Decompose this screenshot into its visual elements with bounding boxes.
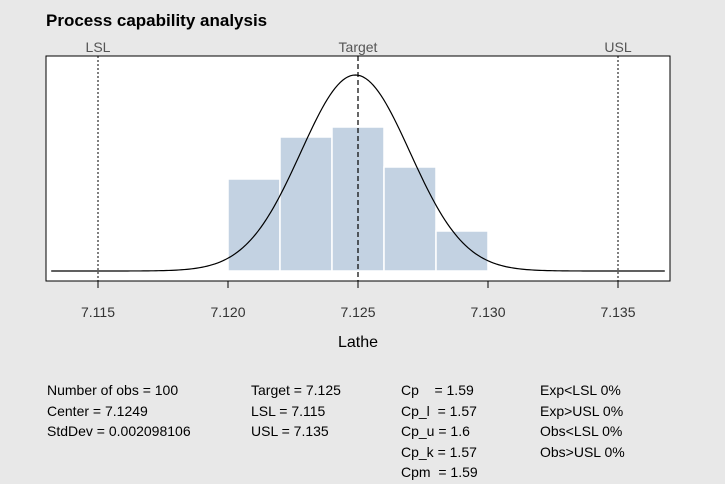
stat-usl: USL = 7.135 <box>251 423 329 439</box>
stat-cpu: Cp_u = 1.6 <box>401 423 470 439</box>
stat-center: Center = 7.1249 <box>47 402 148 419</box>
stat-cpk: Cp_k = 1.57 <box>401 443 477 460</box>
histogram-bars <box>227 126 489 272</box>
stat-cpm: Cpm = 1.59 <box>401 464 478 480</box>
x-tick-label: 7.135 <box>600 304 635 320</box>
stats-col-3: Cp = 1.59 Cp_l = 1.57 Cp_u = 1.6 Cp_k = … <box>401 380 478 483</box>
histogram-bar <box>279 136 333 272</box>
x-tick-label: 7.130 <box>470 304 505 320</box>
stat-exp-lsl: Exp<LSL 0% <box>540 382 621 398</box>
spec-label-lsl: LSL <box>86 39 111 55</box>
spec-label-usl: USL <box>604 39 631 55</box>
stats-col-4: Exp<LSL 0% Exp>USL 0% Obs<LSL 0% Obs>USL… <box>540 380 625 462</box>
chart-title: Process capability analysis <box>46 11 267 30</box>
x-axis: 7.115 7.120 7.125 7.130 7.135 <box>81 281 636 320</box>
stat-obs-lsl: Obs<LSL 0% <box>540 423 623 439</box>
spec-lines: LSL Target USL <box>86 39 632 281</box>
stat-target: Target = 7.125 <box>251 382 341 398</box>
spec-label-target: Target <box>339 39 378 55</box>
x-tick-label: 7.120 <box>210 304 245 320</box>
stat-stddev: StdDev = 0.002098106 <box>47 423 191 439</box>
stat-obs-usl: Obs>USL 0% <box>540 443 625 460</box>
histogram-bar <box>227 178 281 272</box>
histogram-bar <box>435 230 489 272</box>
stat-cp: Cp = 1.59 <box>401 382 474 398</box>
x-tick-label: 7.115 <box>81 304 115 320</box>
x-axis-label: Lathe <box>338 334 378 351</box>
stats-col-1: Number of obs = 100 Center = 7.1249 StdD… <box>47 380 191 442</box>
stats-col-2: Target = 7.125 LSL = 7.115 USL = 7.135 <box>251 380 341 442</box>
stat-cpl: Cp_l = 1.57 <box>401 402 477 419</box>
stat-obs: Number of obs = 100 <box>47 382 179 398</box>
histogram-bar <box>383 166 437 272</box>
x-tick-label: 7.125 <box>340 304 375 320</box>
capability-chart: Process capability analysis LSL Target USL… <box>45 11 671 351</box>
stat-exp-usl: Exp>USL 0% <box>540 402 624 419</box>
stat-lsl: LSL = 7.115 <box>251 402 326 419</box>
